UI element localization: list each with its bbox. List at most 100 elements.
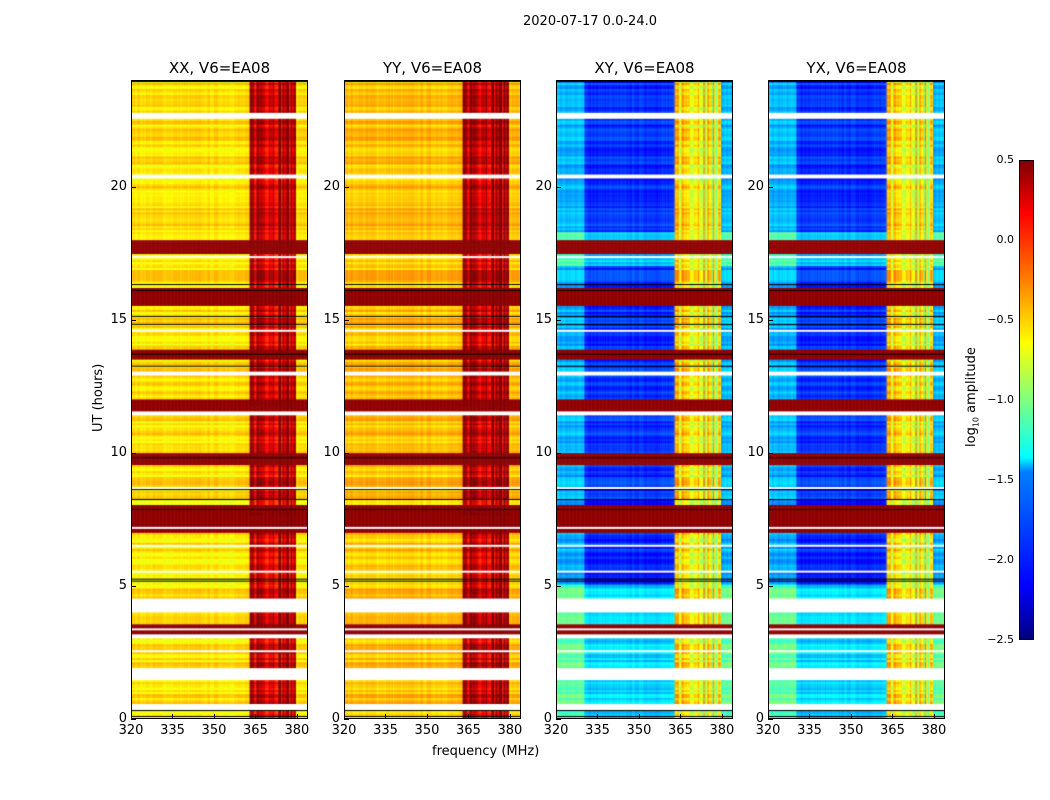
y-tick-mark	[768, 186, 773, 188]
y-tick-label: 10	[110, 444, 127, 460]
x-tick-mark	[131, 714, 132, 719]
y-tick-mark	[344, 319, 349, 321]
x-tick-mark	[385, 714, 387, 719]
panel-title: XX, V6=EA08	[168, 59, 271, 77]
x-tick-mark	[468, 714, 470, 719]
x-tick-mark	[721, 714, 723, 719]
x-tick-label: 350	[838, 723, 864, 738]
panel-title: YY, V6=EA08	[382, 59, 483, 77]
x-tick-label: 350	[414, 723, 440, 738]
heatmap-cells	[345, 81, 520, 718]
y-tick-mark	[768, 585, 773, 587]
y-tick-mark	[556, 585, 561, 587]
colorbar-tick-label: 0.0	[996, 233, 1015, 246]
y-tick-mark	[556, 452, 561, 454]
heatmap-cells	[557, 81, 732, 718]
y-tick-mark	[768, 452, 773, 454]
x-tick-mark	[680, 714, 682, 719]
heatmap-cells	[132, 81, 307, 718]
y-tick-label: 15	[535, 311, 552, 327]
y-tick-mark	[131, 719, 136, 720]
y-tick-mark	[344, 719, 349, 720]
x-tick-label: 365	[243, 723, 268, 738]
x-tick-label: 365	[456, 723, 481, 738]
y-tick-mark	[768, 719, 773, 720]
x-tick-mark	[768, 714, 769, 719]
y-tick-mark	[131, 186, 136, 188]
y-tick-label: 0	[543, 711, 552, 726]
colorbar-tick-label: −1.0	[987, 393, 1014, 406]
heatmap-panel-yy	[344, 80, 521, 719]
y-tick-label: 10	[747, 444, 764, 460]
x-axis-label: frequency (MHz)	[432, 744, 540, 759]
y-tick-label: 0	[118, 711, 127, 726]
y-tick-label: 20	[535, 178, 552, 194]
y-tick-label: 5	[543, 577, 552, 593]
y-tick-label: 20	[747, 178, 764, 194]
y-tick-mark	[768, 319, 773, 321]
x-tick-mark	[556, 714, 557, 719]
x-tick-mark	[213, 714, 215, 719]
y-tick-label: 15	[110, 311, 127, 327]
y-tick-label: 20	[110, 178, 127, 194]
x-tick-mark	[509, 714, 511, 719]
colorbar-tick-label: −0.5	[987, 313, 1014, 326]
heatmap-panel-yx	[768, 80, 945, 719]
y-tick-label: 0	[331, 711, 340, 726]
y-tick-label: 15	[747, 311, 764, 327]
y-tick-mark	[556, 186, 561, 188]
x-tick-mark	[850, 714, 852, 719]
y-tick-label: 10	[535, 444, 552, 460]
x-tick-mark	[344, 714, 345, 719]
y-tick-mark	[131, 452, 136, 454]
x-tick-label: 335	[373, 723, 398, 738]
x-tick-label: 365	[668, 723, 693, 738]
y-tick-mark	[344, 585, 349, 587]
y-tick-mark	[344, 186, 349, 188]
y-tick-label: 0	[755, 711, 764, 726]
x-tick-label: 365	[880, 723, 905, 738]
x-tick-label: 380	[709, 723, 735, 738]
colorbar-tick-label: −1.5	[987, 473, 1014, 486]
y-tick-label: 5	[331, 577, 340, 593]
x-tick-label: 380	[921, 723, 947, 738]
heatmap-panel-xy	[556, 80, 733, 719]
x-tick-mark	[597, 714, 599, 719]
x-tick-mark	[296, 714, 298, 719]
x-tick-label: 320	[118, 723, 144, 738]
y-tick-mark	[556, 719, 561, 720]
x-tick-mark	[933, 714, 935, 719]
x-tick-label: 350	[201, 723, 227, 738]
panel-title: XY, V6=EA08	[594, 59, 695, 77]
x-tick-mark	[638, 714, 640, 719]
colorbar	[1019, 160, 1034, 640]
colorbar-tick-label: 0.5	[996, 153, 1015, 166]
x-tick-label: 380	[497, 723, 523, 738]
x-tick-label: 350	[626, 723, 652, 738]
x-tick-label: 320	[543, 723, 569, 738]
heatmap-cells	[769, 81, 944, 718]
x-tick-mark	[255, 714, 257, 719]
y-tick-mark	[131, 319, 136, 321]
x-tick-label: 335	[585, 723, 610, 738]
x-tick-label: 335	[797, 723, 822, 738]
panel-title: YX, V6=EA08	[806, 59, 907, 77]
figure-title: 2020-07-17 0.0-24.0	[523, 14, 657, 29]
y-tick-label: 20	[323, 178, 340, 194]
x-tick-label: 320	[331, 723, 357, 738]
x-tick-mark	[172, 714, 174, 719]
x-tick-mark	[809, 714, 811, 719]
colorbar-tick-label: −2.5	[987, 633, 1014, 646]
y-tick-mark	[131, 585, 136, 587]
y-tick-label: 5	[755, 577, 764, 593]
x-tick-mark	[892, 714, 894, 719]
y-tick-mark	[344, 452, 349, 454]
y-axis-label: UT (hours)	[91, 363, 106, 432]
y-tick-label: 15	[323, 311, 340, 327]
y-tick-label: 5	[118, 577, 127, 593]
y-tick-mark	[556, 319, 561, 321]
x-tick-label: 380	[284, 723, 310, 738]
x-tick-mark	[426, 714, 428, 719]
colorbar-tick-label: −2.0	[987, 553, 1014, 566]
